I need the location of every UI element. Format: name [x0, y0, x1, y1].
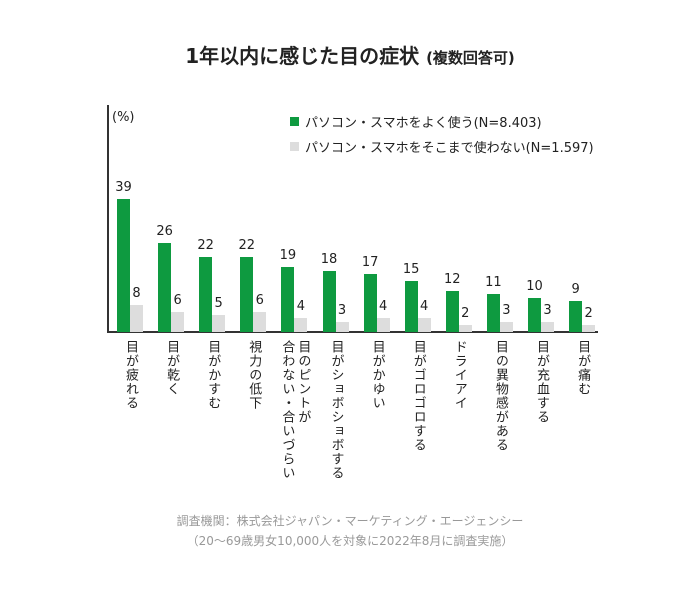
category-label: 目がゴロゴロする [410, 340, 426, 452]
bar-heavy-users [445, 291, 459, 332]
category-label: 目がかすむ [205, 340, 221, 410]
data-label: 4 [296, 299, 306, 315]
bar-heavy-users [240, 256, 254, 332]
data-label: 4 [378, 299, 388, 315]
bar-light-users [335, 321, 349, 332]
data-label: 17 [361, 255, 379, 271]
category-label: 目の異物感がある [492, 340, 508, 452]
footer-note: （20〜69歳男女10,000人を対象に2022年8月に調査実施） [186, 534, 514, 548]
chart-title: 1年以内に感じた目の症状 (複数回答可) [0, 40, 700, 69]
bar-light-users [458, 325, 472, 332]
title-text: 1年以内に感じた目の症状 [185, 44, 420, 68]
data-label: 22 [197, 237, 214, 253]
data-label: 3 [543, 302, 552, 318]
bar-heavy-users [363, 274, 377, 332]
footer-source: 調査機関：株式会社ジャパン・マーケティング・エージェンシー [176, 514, 524, 528]
category-label: 目がかゆい [369, 340, 385, 410]
bar-heavy-users [281, 267, 295, 332]
y-unit-label: (%) [112, 110, 135, 125]
legend-label: パソコン・スマホをよく使う(N=8.403) [305, 116, 542, 131]
category-label: 目が痛む [575, 340, 591, 396]
bar-heavy-users [569, 301, 583, 332]
bar-light-users [376, 318, 390, 332]
data-label: 9 [571, 282, 580, 298]
category-label: ドライアイ [451, 340, 467, 410]
legend-item-light-users: パソコン・スマホをそこまで使わない(N=1.597) [290, 137, 594, 156]
bar-light-users [130, 304, 143, 332]
subtitle-text: (複数回答可) [426, 49, 515, 67]
legend-swatch-gray [290, 142, 299, 151]
data-label: 2 [461, 306, 470, 322]
data-label: 4 [420, 299, 429, 315]
y-axis [107, 105, 109, 333]
bar-light-users [541, 321, 554, 332]
data-label: 3 [502, 302, 511, 318]
data-label: 3 [337, 302, 347, 318]
data-label: 5 [214, 295, 223, 311]
bar-light-users [171, 311, 185, 332]
data-label: 12 [444, 272, 461, 288]
category-label: 目が乾く [164, 340, 180, 396]
bar-light-users [253, 311, 267, 332]
bar-heavy-users [322, 270, 336, 332]
category-label: 目のピントが 合わない・合いづらい [279, 340, 311, 480]
data-label: 15 [402, 261, 420, 277]
data-label: 2 [584, 306, 593, 322]
bar-heavy-users [486, 294, 500, 332]
legend-swatch-green [290, 117, 299, 126]
data-label: 39 [115, 180, 132, 195]
legend-label: パソコン・スマホをそこまで使わない(N=1.597) [305, 141, 594, 156]
data-label: 26 [156, 224, 173, 240]
legend-item-heavy-users: パソコン・スマホをよく使う(N=8.403) [290, 112, 542, 131]
bar-light-users [417, 318, 431, 332]
data-label: 6 [255, 292, 264, 308]
bar-heavy-users [199, 256, 213, 332]
data-label: 22 [238, 237, 256, 253]
data-label: 11 [485, 275, 502, 291]
data-label: 18 [320, 251, 338, 267]
category-label: 目が充血する [534, 340, 549, 424]
category-label: 目が疲れる [123, 340, 138, 410]
bar-light-users [212, 314, 226, 332]
bar-heavy-users [404, 280, 418, 332]
category-label: 視力の低下 [246, 340, 262, 410]
data-label: 8 [132, 285, 141, 301]
category-label: 目がショボショボする [328, 340, 344, 480]
x-axis [107, 331, 598, 333]
bar-heavy-users [528, 297, 541, 332]
data-label: 19 [279, 248, 297, 264]
bar-light-users [499, 321, 513, 332]
bar-heavy-users [117, 199, 130, 332]
bar-light-users [294, 318, 308, 332]
data-label: 10 [526, 278, 543, 294]
bar-light-users [582, 325, 596, 332]
data-label: 6 [173, 292, 182, 308]
bar-heavy-users [158, 243, 172, 332]
